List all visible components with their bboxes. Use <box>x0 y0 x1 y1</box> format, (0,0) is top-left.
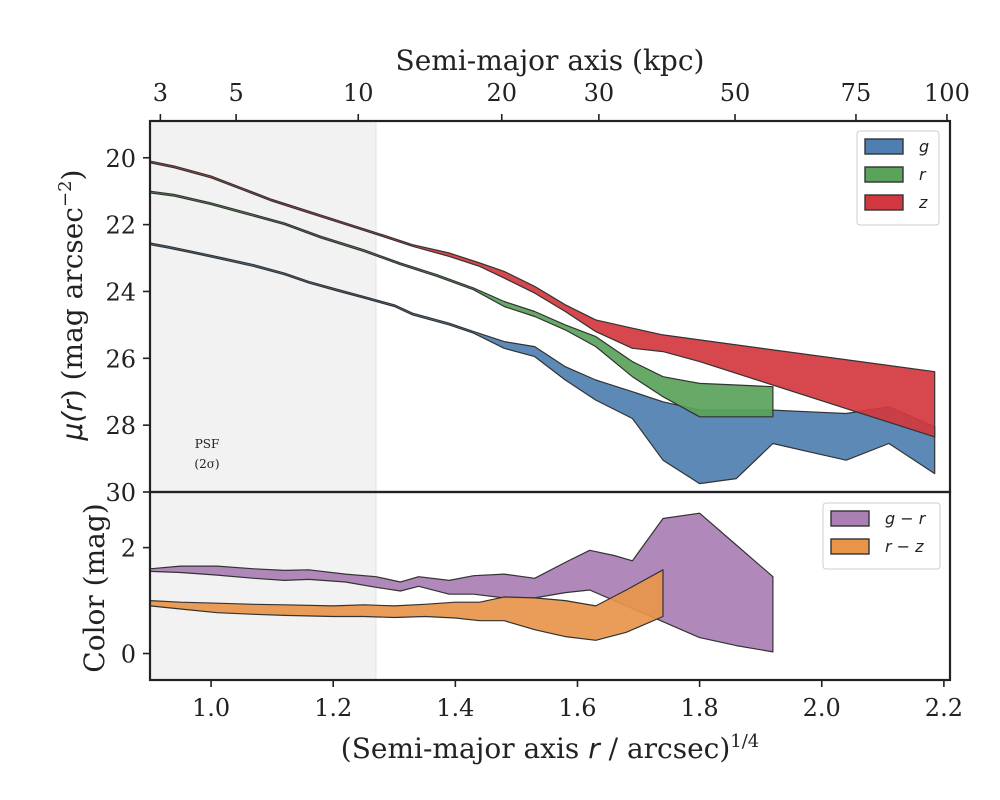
color-y-tick-label: 2 <box>121 535 136 563</box>
top-x-tick-label: 30 <box>584 79 615 107</box>
top-y-axis-title: μ(r) (mag arcsec−2) <box>55 170 89 442</box>
top-x-tick-label: 5 <box>228 79 243 107</box>
y-tick-label: 20 <box>105 145 136 173</box>
bottom-panel-series <box>149 512 774 653</box>
top-x-tick-label: 10 <box>343 79 374 107</box>
bottom-panel-border <box>148 490 952 682</box>
y-tick-label: 26 <box>105 345 136 373</box>
x-tick-label: 1.2 <box>314 694 352 722</box>
color-band-gr <box>149 512 774 653</box>
top-x-tick-label: 20 <box>486 79 517 107</box>
surface-brightness-band-z <box>149 160 936 438</box>
color-band-rz <box>149 569 664 641</box>
legend-label: r − z <box>885 537 924 556</box>
legend-swatch <box>864 138 904 155</box>
psf-sigma-label: (2σ) <box>194 457 219 471</box>
legend-label: z <box>918 193 928 212</box>
bottom-y-axis-title: Color (mag) <box>78 503 111 672</box>
top-x-tick-label: 100 <box>924 79 970 107</box>
psf-shade-bottom <box>150 492 376 680</box>
x-tick-label: 1.0 <box>192 694 230 722</box>
psf-shade-top <box>150 121 376 492</box>
bottom-legend: g − r r − z <box>822 502 941 570</box>
surface-brightness-band-g <box>149 242 936 485</box>
legend-label: g <box>919 137 929 156</box>
y-tick-label: 22 <box>105 212 136 240</box>
psf-label: PSF <box>195 437 220 451</box>
y-tick-label: 28 <box>105 412 136 440</box>
legend-label: g − r <box>885 509 927 528</box>
legend-swatch <box>864 194 904 211</box>
axis-ticks: 1.0 1.2 1.4 1.6 1.8 2.0 2.23 5 10 20 30 50 75 1002022… <box>105 79 969 722</box>
legend-swatch <box>864 166 904 183</box>
top-x-axis-title: Semi-major axis (kpc) <box>396 44 705 77</box>
surface-brightness-band-r <box>149 190 774 418</box>
x-tick-label: 1.4 <box>436 694 474 722</box>
legend-label: r <box>919 165 927 184</box>
top-panel-series <box>149 160 936 485</box>
legend-swatch <box>830 538 870 555</box>
top-x-tick-label: 75 <box>841 79 872 107</box>
x-tick-label: 2.0 <box>803 694 841 722</box>
y-tick-label: 30 <box>105 479 136 507</box>
legend-swatch <box>830 510 870 527</box>
top-x-tick-label: 50 <box>720 79 751 107</box>
bottom-panel-frame <box>148 490 952 682</box>
y-tick-label: 24 <box>105 278 136 306</box>
top-legend: grz <box>856 130 940 226</box>
x-axis-title: (Semi-major axis r / arcsec)1/4 <box>341 731 759 765</box>
x-tick-label: 1.8 <box>681 694 719 722</box>
color-y-tick-label: 0 <box>121 641 136 669</box>
x-tick-label: 2.2 <box>925 694 963 722</box>
x-tick-label: 1.6 <box>558 694 596 722</box>
top-x-tick-label: 3 <box>153 79 168 107</box>
